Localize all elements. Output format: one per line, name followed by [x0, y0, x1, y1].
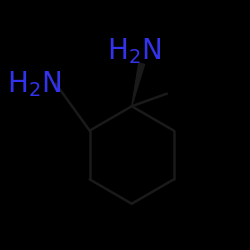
Text: $\mathsf{H_2N}$: $\mathsf{H_2N}$ — [8, 69, 62, 99]
Polygon shape — [132, 63, 144, 106]
Text: $\mathsf{H_2N}$: $\mathsf{H_2N}$ — [107, 36, 161, 66]
